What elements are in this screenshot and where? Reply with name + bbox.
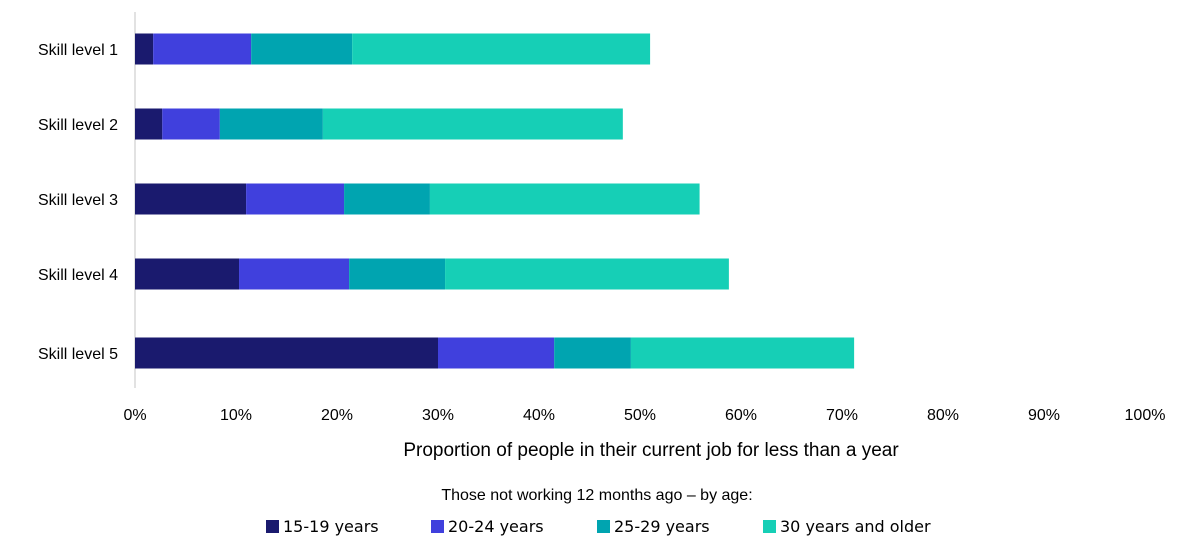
legend-title: Those not working 12 months ago – by age… bbox=[441, 487, 752, 504]
bars-group bbox=[135, 33, 855, 369]
bar-segment bbox=[630, 337, 855, 369]
x-tick-label: 60% bbox=[725, 407, 757, 424]
x-tick-label: 10% bbox=[220, 407, 252, 424]
x-tick-label: 20% bbox=[321, 407, 353, 424]
legend: 15-19 years 20-24 years 25-29 years 30 year… bbox=[266, 517, 931, 536]
legend-swatch bbox=[763, 520, 776, 533]
x-tick-label: 30% bbox=[422, 407, 454, 424]
x-tick-label: 0% bbox=[123, 407, 146, 424]
bar-segment bbox=[344, 183, 430, 215]
bar-segment bbox=[445, 258, 729, 290]
bar-segment bbox=[352, 33, 651, 65]
bar-segment bbox=[135, 108, 163, 140]
x-tick-label: 70% bbox=[826, 407, 858, 424]
bar-segment bbox=[135, 33, 154, 65]
legend-swatch bbox=[266, 520, 279, 533]
category-label: Skill level 3 bbox=[38, 192, 118, 209]
legend-swatch bbox=[597, 520, 610, 533]
bar-segment bbox=[162, 108, 220, 140]
x-tick-label: 90% bbox=[1028, 407, 1060, 424]
category-labels-group: Skill level 1 Skill level 2 Skill level 3 S… bbox=[38, 42, 118, 363]
category-label: Skill level 2 bbox=[38, 117, 118, 134]
bar-segment bbox=[251, 33, 353, 65]
bar-segment bbox=[429, 183, 700, 215]
legend-swatch bbox=[431, 520, 444, 533]
category-label: Skill level 1 bbox=[38, 42, 118, 59]
bar-segment bbox=[135, 183, 247, 215]
x-tick-label: 80% bbox=[927, 407, 959, 424]
bar-segment bbox=[554, 337, 631, 369]
x-tick-label: 40% bbox=[523, 407, 555, 424]
x-tick-label: 100% bbox=[1125, 407, 1166, 424]
bar-segment bbox=[153, 33, 252, 65]
bar-segment bbox=[438, 337, 555, 369]
x-axis-title: Proportion of people in their current jo… bbox=[403, 440, 899, 461]
bar-segment bbox=[322, 108, 623, 140]
x-tick-labels-group: 0% 10% 20% 30% 40% 50% 60% 70% 80% 90% 100% bbox=[123, 407, 1165, 424]
legend-label: 15-19 years bbox=[283, 517, 379, 536]
category-label: Skill level 5 bbox=[38, 346, 118, 363]
legend-label: 25-29 years bbox=[614, 517, 710, 536]
legend-label: 20-24 years bbox=[448, 517, 544, 536]
bar-segment bbox=[135, 258, 240, 290]
legend-label: 30 years and older bbox=[780, 517, 931, 536]
bar-segment bbox=[349, 258, 446, 290]
bar-segment bbox=[246, 183, 345, 215]
x-tick-label: 50% bbox=[624, 407, 656, 424]
bar-segment bbox=[219, 108, 323, 140]
category-label: Skill level 4 bbox=[38, 267, 118, 284]
bar-segment bbox=[239, 258, 350, 290]
bar-segment bbox=[135, 337, 438, 369]
